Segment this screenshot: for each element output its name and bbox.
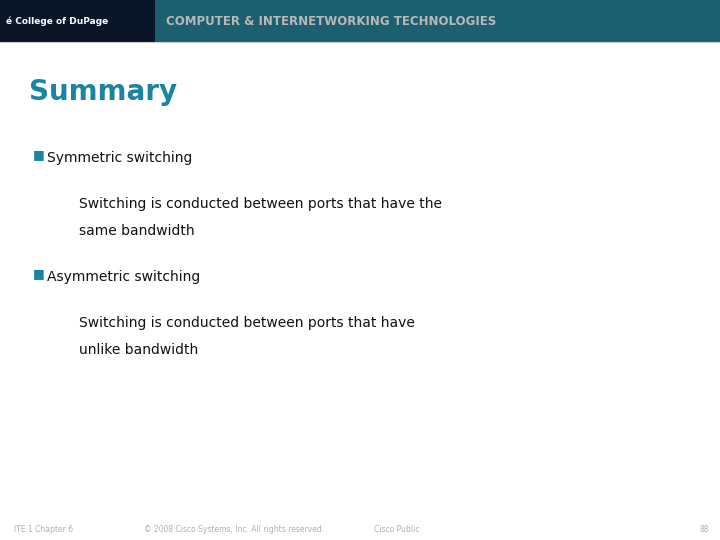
Text: Switching is conducted between ports that have the: Switching is conducted between ports tha… bbox=[79, 197, 442, 211]
FancyBboxPatch shape bbox=[0, 0, 155, 42]
Text: 88: 88 bbox=[700, 524, 709, 534]
Text: same bandwidth: same bandwidth bbox=[79, 224, 195, 238]
Text: ITE 1 Chapter 6: ITE 1 Chapter 6 bbox=[14, 524, 73, 534]
Text: Symmetric switching: Symmetric switching bbox=[47, 151, 192, 165]
Text: unlike bandwidth: unlike bandwidth bbox=[79, 343, 199, 357]
Text: ■: ■ bbox=[32, 267, 44, 280]
Text: Asymmetric switching: Asymmetric switching bbox=[47, 270, 200, 284]
Text: COMPUTER & INTERNETWORKING TECHNOLOGIES: COMPUTER & INTERNETWORKING TECHNOLOGIES bbox=[166, 15, 496, 28]
Text: Cisco Public: Cisco Public bbox=[374, 524, 420, 534]
Text: ■: ■ bbox=[32, 148, 44, 161]
Text: Switching is conducted between ports that have: Switching is conducted between ports tha… bbox=[79, 316, 415, 330]
Text: é College of DuPage: é College of DuPage bbox=[6, 16, 108, 26]
Text: Summary: Summary bbox=[29, 78, 177, 106]
Text: © 2008 Cisco Systems, Inc. All rights reserved.: © 2008 Cisco Systems, Inc. All rights re… bbox=[144, 524, 324, 534]
FancyBboxPatch shape bbox=[155, 0, 720, 42]
